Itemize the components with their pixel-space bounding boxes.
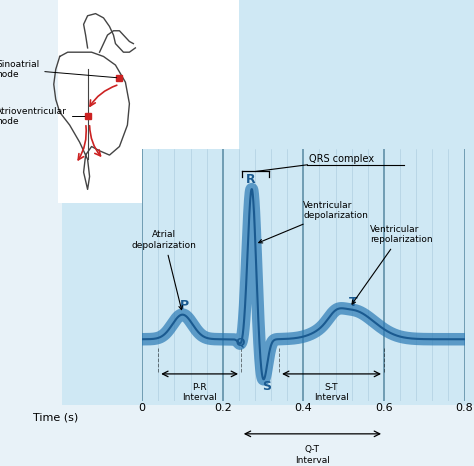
Text: P: P: [180, 299, 189, 312]
Text: Atrial
depolarization: Atrial depolarization: [132, 230, 197, 309]
Text: Ventricular
repolarization: Ventricular repolarization: [352, 225, 432, 304]
FancyBboxPatch shape: [185, 8, 474, 373]
Text: T: T: [348, 296, 357, 308]
Text: 0.4: 0.4: [294, 403, 312, 413]
Text: S-T
Interval: S-T Interval: [314, 383, 349, 402]
Text: R: R: [246, 173, 256, 185]
Text: Ventricular
depolarization: Ventricular depolarization: [259, 201, 368, 243]
Text: Time (s): Time (s): [33, 412, 78, 422]
Text: Sinoatrial
node: Sinoatrial node: [0, 60, 117, 79]
FancyBboxPatch shape: [62, 0, 474, 405]
Text: 0.6: 0.6: [375, 403, 393, 413]
FancyBboxPatch shape: [58, 0, 239, 203]
Text: Q-T
Interval: Q-T Interval: [295, 445, 330, 465]
Text: 0.2: 0.2: [214, 403, 232, 413]
Text: P-R
Interval: P-R Interval: [182, 383, 217, 402]
Text: S: S: [262, 380, 271, 392]
Text: QRS complex: QRS complex: [310, 154, 374, 164]
Text: Atrioventricular
node: Atrioventricular node: [0, 107, 85, 126]
Text: 0: 0: [139, 403, 146, 413]
Text: 0.8: 0.8: [456, 403, 474, 413]
FancyBboxPatch shape: [62, 8, 235, 194]
Text: Q: Q: [236, 338, 245, 348]
